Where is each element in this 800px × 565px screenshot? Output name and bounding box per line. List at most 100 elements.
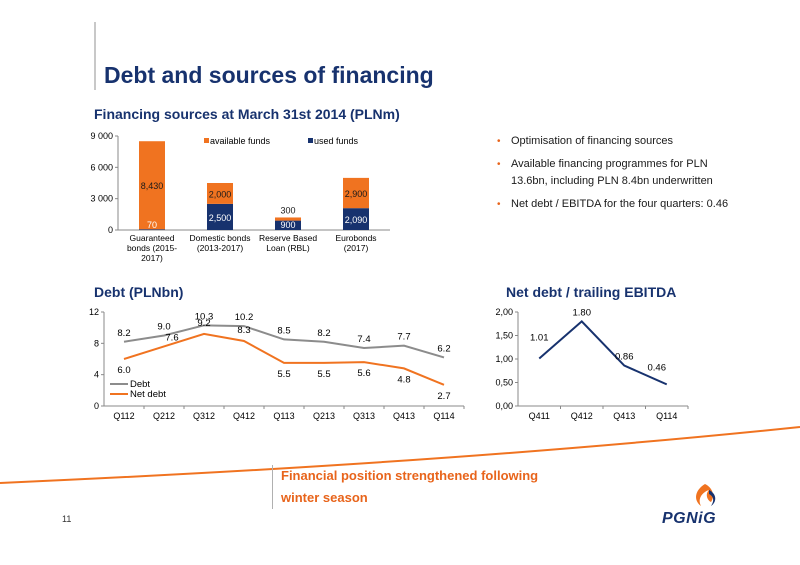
bar-segment (139, 141, 165, 230)
data-label: 6.0 (117, 365, 130, 376)
y-tick-label: 0,50 (495, 378, 513, 388)
y-tick-label: 3 000 (90, 194, 113, 204)
legend-swatch (204, 138, 209, 143)
y-tick-label: 8 (94, 338, 99, 348)
x-tick-label: Q112 (113, 411, 134, 421)
x-tick-label: 2017) (141, 253, 163, 263)
ebitda-line-chart: 0,00 0,50 1,00 1,50 2,00 Q411 Q412 Q413 Q114 1.01… (495, 307, 689, 421)
x-tick-label: Loan (RBL) (266, 243, 310, 253)
logo-wordmark: PGNiG (662, 510, 717, 527)
conclusion-line-1: Financial position strengthened followin… (281, 468, 539, 483)
y-tick-label: 4 (94, 370, 99, 380)
legend-label: Debt (130, 379, 150, 390)
bar-segment (343, 177, 369, 209)
x-tick-label: Q114 (656, 411, 677, 421)
data-label: 7.6 (165, 332, 178, 343)
bar-segment (207, 183, 233, 204)
bullet-item: Available financing programmes for PLN 1… (497, 156, 737, 190)
x-tick-label: bonds (2015- (127, 243, 177, 253)
x-tick-label: (2013-2017) (197, 243, 243, 253)
series-line (123, 324, 445, 359)
legend-label: Net debt (130, 389, 166, 400)
x-tick-label: Q413 (393, 411, 415, 421)
data-label: 5.6 (357, 368, 370, 379)
conclusion-box: Financial position strengthened followin… (272, 465, 538, 509)
data-label: 7.7 (397, 332, 410, 343)
bar-segment (207, 203, 233, 230)
bar-segment (343, 208, 369, 230)
x-tick-label: (2017) (344, 243, 369, 253)
x-tick-label: Q114 (433, 411, 454, 421)
x-tick-label: Q413 (613, 411, 635, 421)
conclusion-line-2: winter season (281, 490, 368, 505)
bar-segment (275, 217, 301, 221)
y-tick-label: 0,00 (495, 401, 513, 411)
debt-line-chart: 0 4 8 12 Q112 Q212 Q312 Q412 Q113 Q213 Q313 Q413 Q11… (89, 307, 465, 421)
x-tick-label: Q312 (193, 411, 215, 421)
data-label: 4.8 (397, 374, 410, 385)
data-label: 1.80 (573, 307, 592, 318)
data-label: 8.5 (277, 325, 290, 336)
data-label: 1.01 (530, 333, 549, 344)
debt-chart-title: Debt (PLNbn) (94, 284, 184, 300)
y-tick-label: 2,00 (495, 307, 513, 317)
data-label: 300 (280, 205, 295, 215)
data-label: 2,500 (209, 213, 232, 223)
y-tick-label: 1,00 (495, 354, 513, 364)
data-label: 9.2 (197, 318, 210, 329)
data-label: 10.3 (195, 311, 214, 322)
pgnig-flame-logo (696, 484, 716, 506)
data-label: 8.2 (317, 328, 330, 339)
data-label: 9.0 (157, 322, 170, 333)
data-label: 2,900 (345, 189, 368, 199)
data-label: 10.2 (235, 312, 254, 323)
legend-swatch (308, 138, 313, 143)
data-label: 5.5 (317, 369, 330, 380)
x-tick-label: Q411 (529, 411, 550, 421)
legend-label: used funds (314, 136, 359, 146)
bar-segment (139, 229, 165, 230)
data-label: 2.7 (437, 391, 450, 402)
x-tick-label: Domestic bonds (190, 233, 251, 243)
x-tick-label: Reserve Based (259, 233, 317, 243)
x-tick-label: Q412 (571, 411, 593, 421)
x-tick-label: Guaranteed (130, 233, 175, 243)
data-label: 8.2 (117, 328, 130, 339)
page-number: 11 (62, 514, 72, 524)
data-label: 2,000 (209, 189, 232, 199)
key-points-list: Optimisation of financing sources Availa… (497, 133, 737, 219)
bullet-item: Net debt / EBITDA for the four quarters:… (497, 196, 737, 213)
data-label: 2,090 (345, 215, 368, 225)
data-label: 8.3 (237, 325, 250, 336)
y-tick-label: 9 000 (90, 131, 113, 141)
data-label: 6.2 (437, 343, 450, 354)
x-tick-label: Eurobonds (335, 233, 376, 243)
x-tick-label: Q213 (313, 411, 335, 421)
x-tick-label: Q313 (353, 411, 375, 421)
y-tick-label: 0 (108, 225, 113, 235)
series-line (123, 332, 445, 386)
x-tick-label: Q113 (273, 411, 294, 421)
financing-chart-title: Financing sources at March 31st 2014 (PL… (94, 106, 400, 122)
y-tick-label: 6 000 (90, 162, 113, 172)
data-label: 8,430 (141, 181, 164, 191)
x-tick-label: Q212 (153, 411, 175, 421)
series-line (538, 320, 668, 386)
x-tick-label: Q412 (233, 411, 255, 421)
bar-segment (275, 220, 301, 230)
data-label: 0.46 (648, 362, 667, 373)
bullet-item: Optimisation of financing sources (497, 133, 737, 150)
data-label: 7.4 (357, 334, 370, 345)
ebitda-chart-title: Net debt / trailing EBITDA (506, 284, 677, 300)
title-accent-bar (94, 22, 96, 90)
decorative-swoosh (0, 426, 800, 484)
page-title: Debt and sources of financing (104, 62, 434, 88)
y-tick-label: 12 (89, 307, 99, 317)
y-tick-label: 0 (94, 401, 99, 411)
data-label: 0.86 (615, 352, 634, 363)
legend-label: available funds (210, 136, 271, 146)
data-label: 70 (147, 220, 157, 230)
data-label: 900 (280, 220, 295, 230)
data-label: 5.5 (277, 369, 290, 380)
